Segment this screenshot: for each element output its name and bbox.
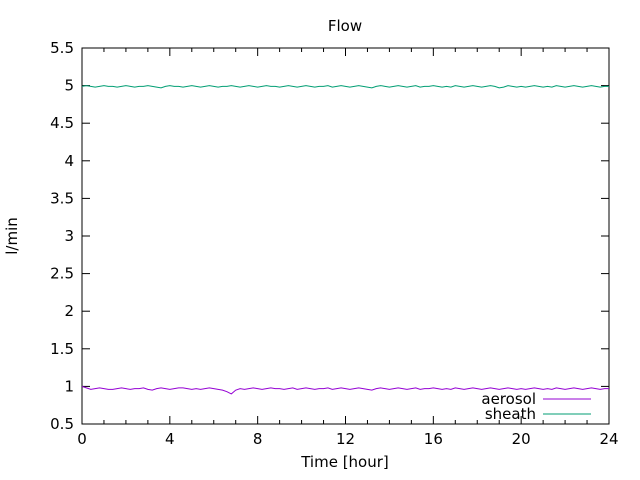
x-tick-label: 12 bbox=[336, 430, 355, 448]
legend-label-sheath: sheath bbox=[485, 405, 536, 423]
data-series bbox=[81, 85, 609, 395]
y-tick-label: 3 bbox=[64, 227, 74, 245]
legend: aerosol sheath bbox=[481, 390, 591, 423]
y-tick-label: 2 bbox=[64, 302, 74, 320]
y-axis-label: l/min bbox=[3, 217, 21, 255]
x-tick-label: 24 bbox=[599, 430, 618, 448]
y-tick-label: 1 bbox=[64, 377, 74, 395]
y-tick-label: 5.5 bbox=[50, 39, 74, 57]
x-tick-label: 20 bbox=[512, 430, 531, 448]
y-tick-label: 0.5 bbox=[50, 415, 74, 433]
axis-tick-labels: 0.5 1 1.5 2 2.5 3 3.5 4 4.5 5 5.5 0 4 8 12 16 20 24 bbox=[50, 39, 618, 448]
x-tick-label: 0 bbox=[77, 430, 87, 448]
series-line-sheath bbox=[81, 85, 609, 89]
x-tick-label: 8 bbox=[253, 430, 263, 448]
y-tick-label: 1.5 bbox=[50, 340, 74, 358]
y-tick-label: 3.5 bbox=[50, 189, 74, 207]
legend-label-aerosol: aerosol bbox=[481, 390, 536, 408]
y-tick-label: 2.5 bbox=[50, 265, 74, 283]
plot-border bbox=[81, 47, 610, 425]
x-tick-label: 4 bbox=[165, 430, 175, 448]
x-axis-label: Time [hour] bbox=[300, 453, 389, 471]
chart-title: Flow bbox=[328, 17, 362, 35]
x-tick-label: 16 bbox=[424, 430, 443, 448]
y-tick-label: 4 bbox=[64, 152, 74, 170]
y-tick-label: 4.5 bbox=[50, 114, 74, 132]
plot-border-rect bbox=[81, 47, 610, 425]
series-line-aerosol bbox=[81, 385, 609, 395]
axis-ticks bbox=[81, 47, 610, 425]
y-tick-label: 5 bbox=[64, 77, 74, 95]
